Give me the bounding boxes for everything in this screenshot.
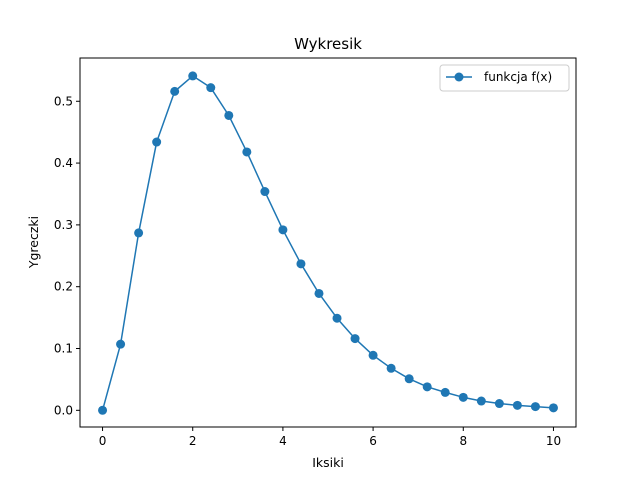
y-axis: 0.0 0.1 0.2 0.3 0.4 0.5 bbox=[54, 94, 80, 417]
y-tick-label: 0.0 bbox=[54, 403, 73, 417]
data-point bbox=[458, 392, 468, 402]
data-point bbox=[422, 382, 432, 392]
data-point bbox=[242, 147, 252, 157]
legend-marker-sample bbox=[454, 72, 464, 82]
data-point bbox=[116, 339, 126, 349]
data-point bbox=[188, 71, 198, 81]
y-tick-label: 0.1 bbox=[54, 342, 73, 356]
x-tick-label: 2 bbox=[189, 434, 197, 448]
data-point bbox=[368, 350, 378, 360]
data-point bbox=[530, 402, 540, 412]
chart-title: Wykresik bbox=[294, 35, 362, 53]
plot-frame bbox=[79, 57, 577, 428]
data-point bbox=[332, 313, 342, 323]
data-point bbox=[548, 403, 558, 413]
data-point bbox=[476, 396, 486, 406]
y-tick-label: 0.5 bbox=[54, 94, 73, 108]
legend-entry-label: funkcja f(x) bbox=[484, 70, 552, 84]
data-point bbox=[224, 110, 234, 120]
x-tick-label: 0 bbox=[99, 434, 107, 448]
y-tick-label: 0.4 bbox=[54, 156, 73, 170]
data-point bbox=[152, 137, 162, 147]
data-point bbox=[296, 259, 306, 269]
x-tick-label: 8 bbox=[459, 434, 467, 448]
data-point bbox=[404, 374, 414, 384]
data-point bbox=[134, 228, 144, 238]
x-axis: 0 2 4 6 8 10 bbox=[99, 427, 561, 448]
data-point bbox=[170, 86, 180, 96]
legend-box bbox=[439, 64, 570, 92]
series-line bbox=[101, 75, 554, 411]
data-point bbox=[350, 334, 360, 344]
data-point bbox=[494, 399, 504, 409]
data-point bbox=[206, 83, 216, 93]
data-point bbox=[512, 400, 522, 410]
x-tick-label: 4 bbox=[279, 434, 287, 448]
legend: funkcja f(x) bbox=[439, 64, 570, 92]
data-point bbox=[98, 405, 108, 415]
data-point bbox=[386, 363, 396, 373]
y-tick-label: 0.3 bbox=[54, 218, 73, 232]
y-tick-label: 0.2 bbox=[54, 280, 73, 294]
data-point bbox=[260, 187, 270, 197]
y-axis-label: Ygreczki bbox=[26, 216, 41, 269]
data-point bbox=[314, 288, 324, 298]
plot-series bbox=[98, 71, 558, 415]
data-point bbox=[278, 225, 288, 235]
x-tick-label: 10 bbox=[546, 434, 561, 448]
x-tick-label: 6 bbox=[369, 434, 377, 448]
data-point bbox=[440, 387, 450, 397]
x-axis-label: Iksiki bbox=[312, 455, 344, 470]
